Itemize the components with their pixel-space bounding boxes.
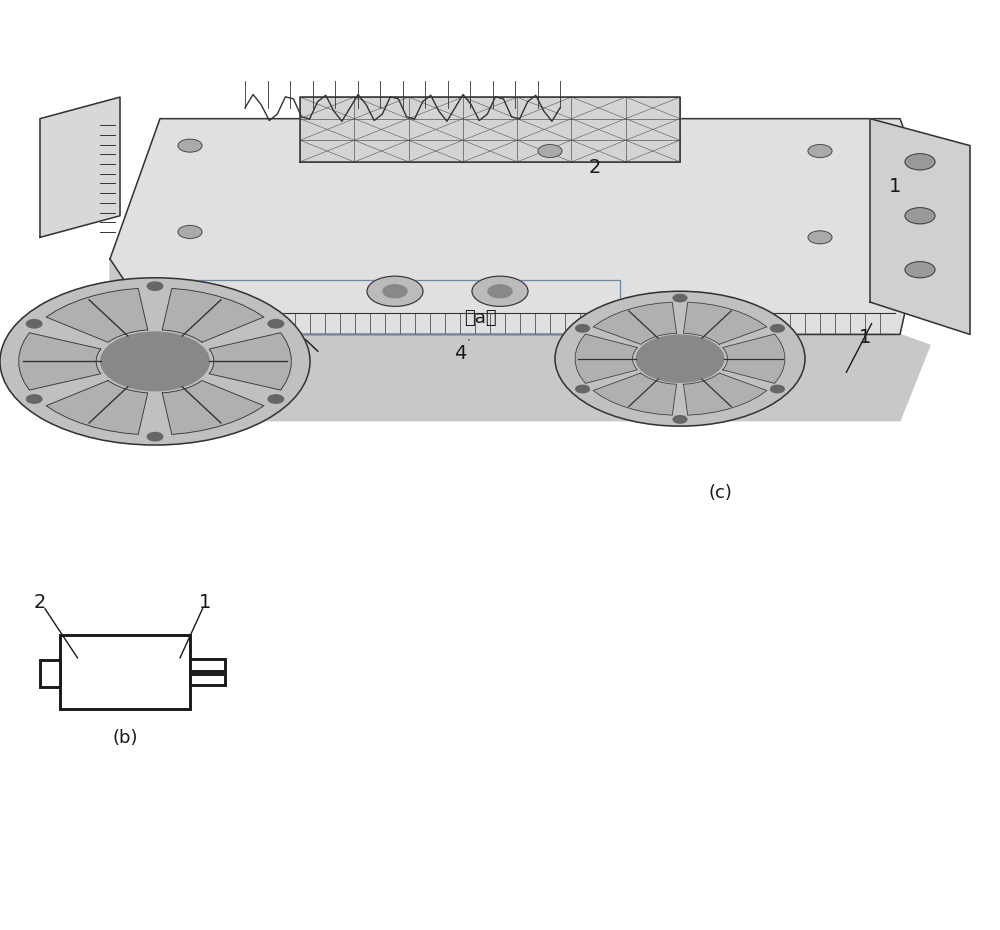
Text: 5: 5 bbox=[289, 344, 301, 363]
Circle shape bbox=[636, 335, 724, 382]
Circle shape bbox=[808, 231, 832, 244]
Text: （a）: （a） bbox=[464, 310, 496, 327]
Text: 3: 3 bbox=[634, 336, 646, 354]
Polygon shape bbox=[110, 119, 930, 335]
Text: 4: 4 bbox=[454, 344, 466, 363]
Text: 1: 1 bbox=[859, 327, 871, 347]
Text: 2: 2 bbox=[34, 593, 46, 612]
Circle shape bbox=[367, 276, 423, 306]
Bar bbox=[613, 235, 653, 259]
Circle shape bbox=[178, 225, 202, 238]
Text: 1: 1 bbox=[889, 177, 901, 195]
Polygon shape bbox=[300, 97, 680, 162]
Circle shape bbox=[576, 325, 589, 332]
Circle shape bbox=[472, 276, 528, 306]
Circle shape bbox=[268, 320, 284, 328]
Bar bbox=[820, 314, 885, 340]
Polygon shape bbox=[46, 380, 148, 434]
Circle shape bbox=[488, 285, 512, 298]
Text: (b): (b) bbox=[112, 729, 138, 747]
Polygon shape bbox=[593, 302, 677, 344]
Circle shape bbox=[178, 140, 202, 153]
Circle shape bbox=[26, 395, 42, 404]
Polygon shape bbox=[46, 288, 148, 342]
Bar bbox=[705, 451, 745, 474]
Polygon shape bbox=[575, 334, 637, 383]
Text: 6: 6 bbox=[189, 336, 201, 354]
Polygon shape bbox=[870, 119, 970, 335]
Circle shape bbox=[673, 416, 687, 423]
Bar bbox=[60, 635, 190, 709]
Text: 1: 1 bbox=[199, 593, 211, 612]
Polygon shape bbox=[593, 373, 677, 415]
Circle shape bbox=[538, 144, 562, 157]
Bar bbox=[190, 659, 225, 671]
Polygon shape bbox=[162, 380, 264, 434]
Polygon shape bbox=[209, 333, 291, 390]
Polygon shape bbox=[19, 333, 101, 390]
Bar bbox=[705, 235, 745, 259]
Polygon shape bbox=[723, 334, 785, 383]
Polygon shape bbox=[162, 288, 264, 342]
Polygon shape bbox=[683, 373, 767, 415]
Circle shape bbox=[771, 385, 784, 392]
Polygon shape bbox=[110, 259, 930, 420]
Text: 2: 2 bbox=[589, 158, 601, 177]
Circle shape bbox=[147, 282, 163, 290]
Bar bbox=[40, 660, 60, 686]
Bar bbox=[820, 348, 885, 374]
Text: (c): (c) bbox=[708, 484, 732, 502]
Circle shape bbox=[905, 153, 935, 170]
Circle shape bbox=[576, 385, 589, 392]
Bar bbox=[530, 316, 570, 377]
Polygon shape bbox=[683, 302, 767, 344]
Circle shape bbox=[673, 294, 687, 301]
Polygon shape bbox=[40, 97, 120, 237]
Bar bbox=[613, 451, 653, 474]
Text: 2: 2 bbox=[54, 322, 66, 341]
Circle shape bbox=[905, 261, 935, 278]
Circle shape bbox=[555, 291, 805, 426]
Circle shape bbox=[147, 432, 163, 441]
Bar bbox=[190, 674, 225, 685]
Circle shape bbox=[905, 207, 935, 224]
Circle shape bbox=[383, 285, 407, 298]
Circle shape bbox=[0, 278, 310, 445]
Bar bbox=[570, 260, 820, 428]
Circle shape bbox=[268, 395, 284, 404]
Circle shape bbox=[101, 332, 209, 391]
Circle shape bbox=[771, 325, 784, 332]
Circle shape bbox=[808, 144, 832, 157]
Circle shape bbox=[26, 320, 42, 328]
